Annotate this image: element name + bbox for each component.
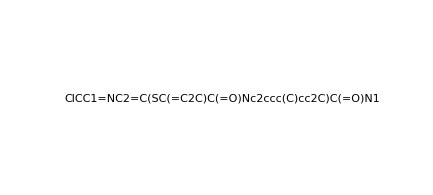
Text: ClCC1=NC2=C(SC(=C2C)C(=O)Nc2ccc(C)cc2C)C(=O)N1: ClCC1=NC2=C(SC(=C2C)C(=O)Nc2ccc(C)cc2C)C… [64,93,380,104]
